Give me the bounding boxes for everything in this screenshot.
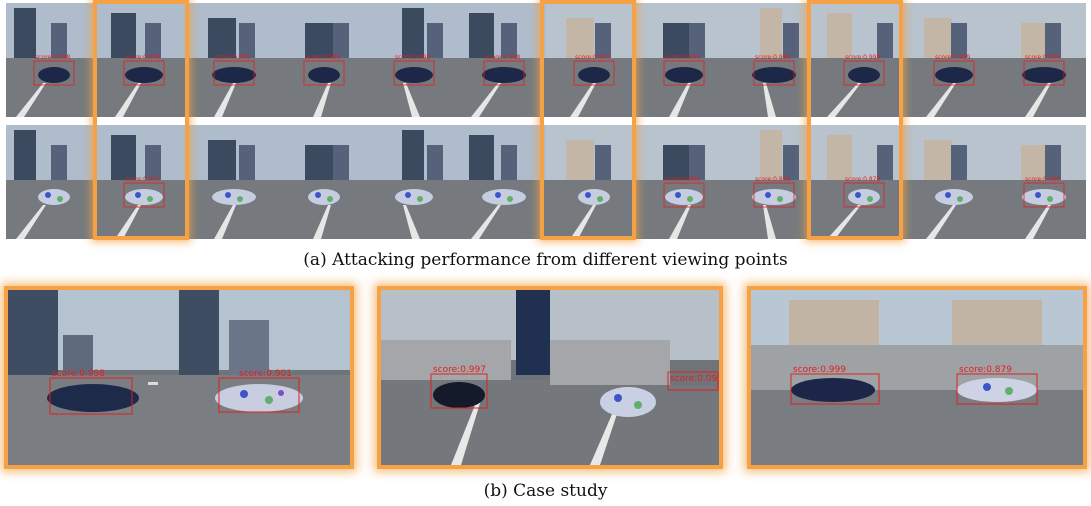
case-2-adv-image: score:0.09	[550, 290, 719, 465]
case-2-clean-image: score:0.997	[381, 290, 550, 465]
clean-tile-7: score:0.997	[546, 3, 636, 117]
detection-box	[663, 182, 705, 208]
case-3-adv-image: score:0.879	[917, 290, 1083, 465]
clean-viewpoint-row: score:0.998 score:0.998 score:0.999 score:0…	[6, 3, 1086, 117]
case-study-panel-3: score:0.999 score:0.879	[747, 286, 1087, 469]
case-1-clean-image: score:0.998	[8, 290, 179, 465]
detection-score: score:0.998	[485, 54, 521, 61]
detection-box	[663, 60, 705, 86]
detection-score: score:0.999	[1025, 54, 1061, 61]
detection-box	[33, 60, 75, 86]
clean-tile-12: score:0.999	[996, 3, 1086, 117]
detection-box	[213, 60, 255, 86]
detection-score: score:0.999	[935, 54, 971, 61]
adversarial-viewpoint-row: score:0.901 score:0.690 score:0.879 score:0…	[6, 125, 1086, 239]
detection-box	[483, 60, 525, 86]
detection-score: score:0.999	[845, 54, 881, 61]
clean-tile-1: score:0.998	[6, 3, 96, 117]
clean-tile-8: score:0.999	[636, 3, 726, 117]
detection-box	[843, 60, 885, 86]
detection-score: score:0.997	[575, 54, 611, 61]
detection-score: score:0.998	[125, 54, 161, 61]
detection-box	[393, 60, 435, 86]
case-1-left-score: score:0.998	[52, 369, 105, 379]
detection-box	[753, 182, 795, 208]
detection-box	[123, 182, 165, 208]
caption-a: (a) Attacking performance from different…	[303, 250, 788, 270]
adversarial-tile-6	[456, 125, 546, 239]
case-1-right-score: score:0.901	[239, 369, 292, 379]
detection-box	[303, 60, 345, 86]
adversarial-tile-5	[366, 125, 456, 239]
clean-tile-2: score:0.998	[96, 3, 186, 117]
adversarial-tile-3	[186, 125, 276, 239]
detection-score: score:0.999	[215, 54, 251, 61]
clean-tile-3: score:0.999	[186, 3, 276, 117]
clean-tile-9: score:0.999	[726, 3, 816, 117]
detection-box	[573, 60, 615, 86]
detection-box	[1023, 60, 1065, 86]
detection-box	[843, 182, 885, 208]
case-3-right-score: score:0.879	[959, 365, 1012, 375]
detection-score: score:0.879	[845, 176, 881, 183]
case-study-panel-1: score:0.998 score:0.901	[4, 286, 354, 469]
adversarial-tile-1	[6, 125, 96, 239]
adversarial-tile-4	[276, 125, 366, 239]
case-1-adv-image: score:0.901	[179, 290, 350, 465]
detection-score: score:0.901	[125, 176, 161, 183]
detection-box	[1023, 182, 1065, 208]
clean-tile-6: score:0.998	[456, 3, 546, 117]
adversarial-tile-7	[546, 125, 636, 239]
clean-tile-4: score:0.999	[276, 3, 366, 117]
detection-score: score:0.999	[755, 54, 791, 61]
case-3-left-score: score:0.999	[793, 365, 846, 375]
clean-tile-5: score:0.998	[366, 3, 456, 117]
adversarial-tile-10: score:0.879	[816, 125, 906, 239]
case-2-right-score: score:0.09	[670, 374, 718, 384]
detection-score: score:0.999	[305, 54, 341, 61]
detection-score: score:0.690	[665, 176, 701, 183]
detection-score: score:0.690	[1025, 176, 1061, 183]
clean-tile-10: score:0.999	[816, 3, 906, 117]
case-study-panel-2: score:0.997 score:0.09	[377, 286, 723, 469]
clean-tile-11: score:0.999	[906, 3, 996, 117]
detection-score: score:0.999	[665, 54, 701, 61]
adversarial-tile-11	[906, 125, 996, 239]
case-3-clean-image: score:0.999	[751, 290, 917, 465]
detection-score: score:0.879	[755, 176, 791, 183]
adversarial-tile-2: score:0.901	[96, 125, 186, 239]
caption-b: (b) Case study	[483, 481, 608, 501]
detection-score: score:0.998	[395, 54, 431, 61]
detection-box	[123, 60, 165, 86]
detection-box	[753, 60, 795, 86]
case-2-left-score: score:0.997	[433, 365, 486, 375]
adversarial-tile-12: score:0.690	[996, 125, 1086, 239]
detection-box	[933, 60, 975, 86]
detection-score: score:0.998	[35, 54, 71, 61]
adversarial-tile-9: score:0.879	[726, 125, 816, 239]
adversarial-tile-8: score:0.690	[636, 125, 726, 239]
